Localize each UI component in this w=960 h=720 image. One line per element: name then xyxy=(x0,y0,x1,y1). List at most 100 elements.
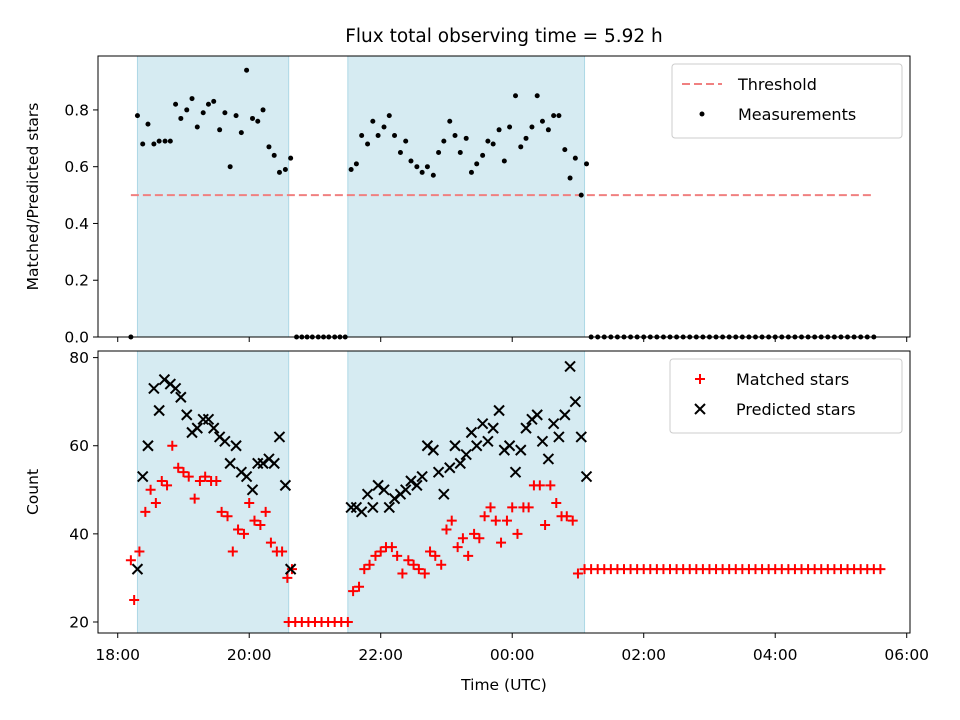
measurement-point xyxy=(282,167,288,173)
predicted-marker xyxy=(148,382,160,395)
predicted-marker xyxy=(378,484,390,496)
x-axis-label: Time (UTC) xyxy=(460,676,547,694)
matched-marker xyxy=(436,559,447,570)
measurement-point xyxy=(359,132,365,138)
measurement-point xyxy=(145,121,151,127)
matched-marker xyxy=(463,550,474,561)
x-tick-label: 06:00 xyxy=(884,646,929,664)
matched-marker xyxy=(125,555,136,566)
matched-marker xyxy=(496,537,507,548)
matched-marker xyxy=(140,506,151,517)
measurement-point xyxy=(534,93,540,99)
measurement-point xyxy=(513,93,519,99)
axes-frame xyxy=(97,55,911,338)
matched-marker xyxy=(490,515,501,526)
predicted-marker xyxy=(421,440,434,452)
measurement-point xyxy=(529,124,535,130)
predicted-marker xyxy=(411,479,423,492)
matched-marker xyxy=(249,515,260,526)
y-tick-label: 80 xyxy=(69,349,89,367)
matched-marker xyxy=(386,542,397,553)
matched-marker xyxy=(457,533,468,544)
matched-marker xyxy=(173,462,184,473)
predicted-marker xyxy=(284,563,297,575)
matched-marker xyxy=(561,511,572,522)
observing-window-0 xyxy=(136,55,290,338)
measurement-point xyxy=(523,135,529,141)
predicted-marker xyxy=(542,453,555,465)
matched-marker xyxy=(150,498,161,509)
predicted-marker xyxy=(493,404,505,417)
legend-label: Predicted stars xyxy=(736,400,856,419)
matched-marker xyxy=(501,515,512,526)
legend-label: Matched stars xyxy=(736,370,849,389)
matched-marker xyxy=(194,475,205,486)
matched-marker xyxy=(572,568,583,579)
predicted-marker xyxy=(268,457,280,470)
measurement-point xyxy=(255,118,261,124)
measurement-point xyxy=(501,158,507,164)
predicted-marker xyxy=(476,417,489,430)
measurement-point xyxy=(375,132,381,138)
measurement-point xyxy=(227,164,233,170)
predicted-marker xyxy=(191,422,203,434)
matched-marker xyxy=(233,524,244,535)
predicted-marker xyxy=(509,466,522,478)
matched-marker xyxy=(512,528,523,539)
predicted-marker xyxy=(449,440,461,452)
predicted-marker xyxy=(246,484,259,496)
predicted-marker xyxy=(181,409,193,421)
measurement-point xyxy=(447,118,453,124)
measurement-point xyxy=(211,98,217,104)
matched-marker xyxy=(282,572,293,583)
matched-marker xyxy=(479,511,490,522)
legend-box xyxy=(671,63,903,139)
observing-window-0 xyxy=(136,350,290,634)
y-tick-label: 20 xyxy=(69,613,89,631)
measurement-point xyxy=(518,144,524,150)
matched-marker xyxy=(244,498,255,509)
measurement-point xyxy=(452,132,458,138)
top-panel: 0.0 0.2 0.4 0.6 0.8 Matched/Predicted stars Th… xyxy=(24,55,911,347)
predicted-marker xyxy=(169,382,182,395)
measurement-point xyxy=(184,107,190,113)
predicted-marker xyxy=(547,417,560,430)
matched-marker xyxy=(408,559,419,570)
matched-marker xyxy=(419,568,430,579)
matched-marker xyxy=(392,550,403,561)
predicted-marker xyxy=(388,492,401,505)
predicted-marker xyxy=(438,488,450,500)
predicted-marker xyxy=(520,422,532,434)
measurement-point xyxy=(430,172,436,178)
measurement-point xyxy=(468,169,474,175)
legend-matched-swatch xyxy=(695,374,705,384)
y-tick-label: 0.6 xyxy=(64,158,89,176)
predicted-marker xyxy=(367,501,379,514)
predicted-marker xyxy=(427,444,440,456)
predicted-marker xyxy=(175,391,187,403)
matched-marker xyxy=(354,581,365,592)
y-tick-label: 0.0 xyxy=(64,329,89,347)
measurement-point xyxy=(485,138,491,144)
matched-marker xyxy=(474,533,485,544)
x-tick-label: 02:00 xyxy=(621,646,666,664)
matched-marker xyxy=(348,586,359,597)
measurement-point xyxy=(381,124,387,130)
predicted-marker xyxy=(158,373,171,386)
matched-marker xyxy=(469,528,480,539)
matched-marker xyxy=(364,559,375,570)
matched-marker xyxy=(167,440,178,451)
measurement-point xyxy=(441,138,447,144)
y-tick-label: 40 xyxy=(69,525,89,543)
y-tick-label: 0.2 xyxy=(64,272,89,290)
measurement-point xyxy=(403,138,409,144)
predicted-marker xyxy=(465,426,478,439)
measurement-point xyxy=(260,107,266,113)
predicted-marker xyxy=(399,484,412,496)
matched-marker xyxy=(178,467,189,478)
measurement-point xyxy=(156,138,162,144)
measurement-point xyxy=(266,144,272,150)
matched-marker xyxy=(359,564,370,575)
measurement-point xyxy=(480,152,486,158)
